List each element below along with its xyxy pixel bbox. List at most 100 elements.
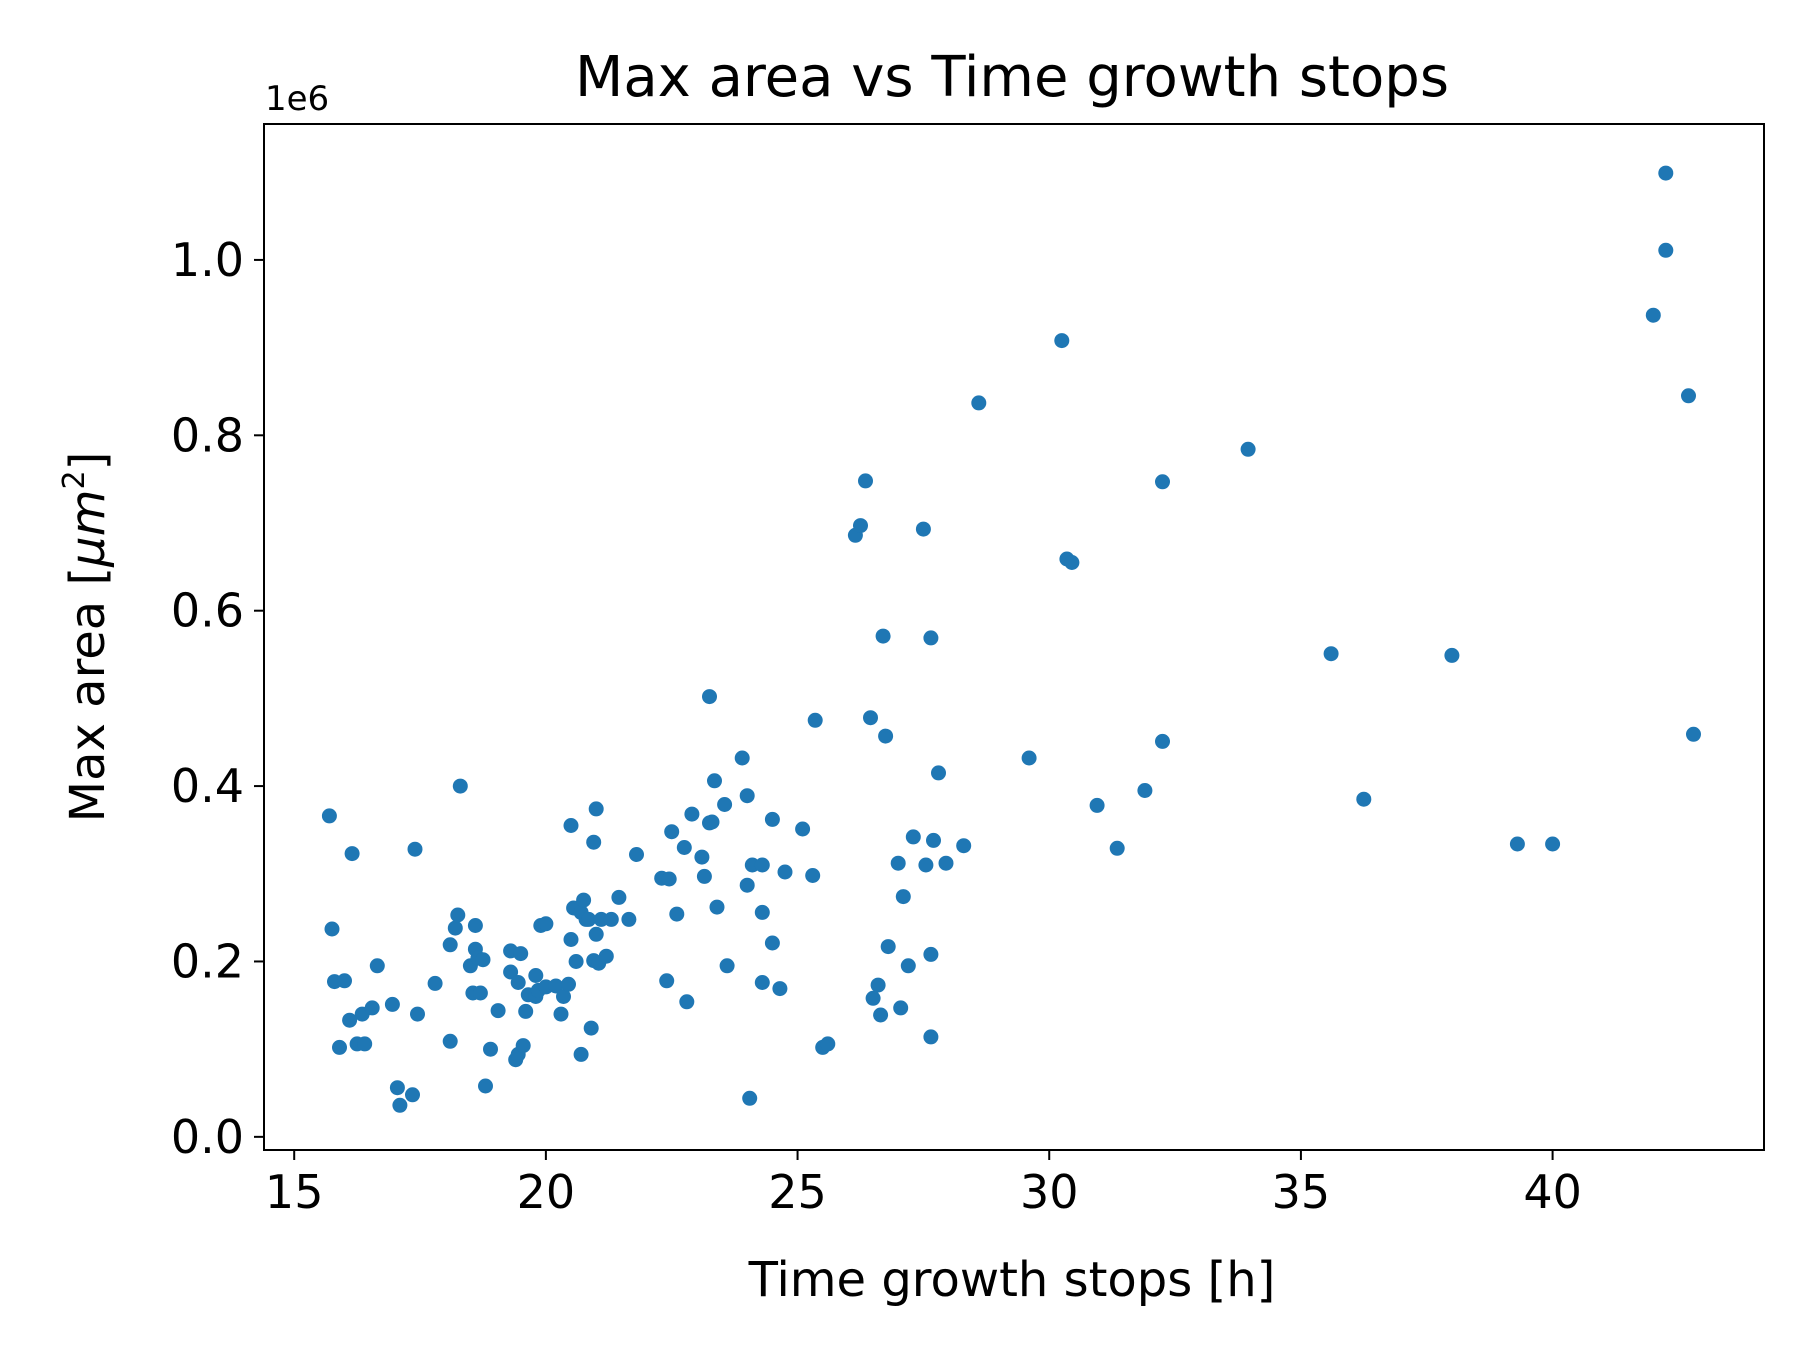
data-point bbox=[405, 1087, 420, 1103]
data-point bbox=[342, 1012, 358, 1028]
data-point bbox=[503, 964, 519, 980]
data-point bbox=[490, 1003, 506, 1019]
data-point bbox=[513, 946, 529, 962]
data-point bbox=[1444, 647, 1460, 663]
x-tick-label: 20 bbox=[517, 1165, 576, 1219]
x-tick-label: 15 bbox=[265, 1165, 324, 1219]
data-point bbox=[931, 765, 946, 781]
y-axis-label-close: ] bbox=[60, 452, 116, 471]
x-tick-label: 35 bbox=[1272, 1165, 1331, 1219]
data-point bbox=[739, 877, 755, 893]
data-point bbox=[1356, 791, 1372, 807]
data-point bbox=[863, 710, 878, 726]
data-point bbox=[734, 750, 750, 766]
y-tick-label: 0.4 bbox=[171, 759, 244, 813]
data-point bbox=[410, 1006, 425, 1022]
data-point bbox=[357, 1036, 373, 1052]
data-point bbox=[742, 1090, 758, 1106]
data-point bbox=[923, 946, 939, 962]
data-point bbox=[873, 1007, 889, 1023]
data-point bbox=[915, 521, 931, 537]
data-point bbox=[875, 628, 891, 644]
data-point bbox=[709, 899, 725, 915]
data-point bbox=[467, 918, 483, 933]
data-point bbox=[1054, 333, 1070, 349]
data-point bbox=[717, 797, 733, 812]
data-point bbox=[754, 857, 770, 873]
data-point bbox=[1064, 555, 1080, 570]
data-point bbox=[442, 1033, 458, 1049]
data-point bbox=[553, 1006, 569, 1022]
data-point bbox=[518, 1003, 534, 1019]
data-point bbox=[807, 712, 823, 728]
data-point bbox=[669, 906, 685, 922]
y-tick-label: 0.0 bbox=[171, 1110, 244, 1164]
data-point bbox=[1658, 242, 1674, 258]
data-point bbox=[1155, 474, 1170, 490]
data-point bbox=[392, 1097, 408, 1113]
data-point bbox=[483, 1041, 498, 1057]
x-tick-label: 40 bbox=[1523, 1165, 1582, 1219]
data-point bbox=[598, 948, 614, 964]
data-point bbox=[1240, 441, 1256, 457]
data-point bbox=[858, 473, 873, 489]
data-point bbox=[676, 840, 692, 855]
x-axis-label: Time growth stops [h] bbox=[748, 1252, 1276, 1308]
data-point bbox=[1021, 750, 1037, 766]
data-point bbox=[900, 958, 916, 974]
data-point bbox=[777, 864, 793, 880]
data-point bbox=[384, 996, 400, 1012]
x-axis: 15 20 25 30 35 40 bbox=[265, 1150, 1582, 1219]
y-axis-label-unit: μm bbox=[60, 490, 116, 568]
data-point bbox=[805, 868, 821, 883]
data-point bbox=[895, 889, 911, 905]
data-point bbox=[1686, 726, 1701, 742]
data-point bbox=[528, 968, 544, 983]
data-point bbox=[684, 806, 700, 822]
data-point bbox=[1681, 388, 1696, 404]
data-point bbox=[603, 911, 619, 927]
data-point bbox=[764, 811, 780, 827]
data-point bbox=[337, 973, 352, 989]
data-point bbox=[344, 846, 360, 862]
data-point bbox=[878, 728, 894, 744]
data-point bbox=[588, 801, 604, 817]
data-point bbox=[893, 1000, 909, 1016]
y-offset-label: 1e6 bbox=[265, 79, 329, 119]
data-point bbox=[364, 1000, 380, 1016]
data-point bbox=[573, 1046, 589, 1062]
data-point bbox=[754, 904, 770, 920]
data-point bbox=[510, 975, 526, 990]
data-point bbox=[853, 518, 868, 534]
data-point bbox=[332, 1039, 347, 1055]
data-point bbox=[661, 871, 677, 887]
data-point bbox=[795, 821, 811, 837]
y-axis-label-main: Max area [ bbox=[60, 567, 116, 823]
y-tick-label: 0.6 bbox=[171, 584, 244, 638]
data-point bbox=[880, 939, 896, 955]
chart-title: Max area vs Time growth stops bbox=[575, 45, 1449, 110]
data-point bbox=[576, 892, 592, 908]
data-point bbox=[1089, 797, 1105, 813]
data-point bbox=[583, 1020, 599, 1036]
data-point bbox=[561, 976, 576, 992]
y-axis: 0.0 0.2 0.4 0.6 0.8 1.0 bbox=[171, 233, 264, 1164]
data-point bbox=[704, 814, 720, 830]
x-tick-label: 30 bbox=[1020, 1165, 1079, 1219]
data-point bbox=[556, 989, 571, 1004]
data-point bbox=[772, 981, 788, 997]
data-point bbox=[324, 921, 340, 937]
data-point bbox=[1137, 783, 1153, 798]
data-point bbox=[702, 689, 717, 705]
data-point bbox=[629, 847, 644, 862]
data-point bbox=[611, 889, 627, 905]
y-axis-label-exponent: 2 bbox=[57, 470, 92, 489]
data-point bbox=[475, 952, 491, 968]
data-point bbox=[515, 1038, 531, 1054]
y-tick-label: 1.0 bbox=[171, 233, 244, 287]
data-point bbox=[389, 1080, 405, 1096]
data-point bbox=[369, 958, 385, 974]
data-point bbox=[905, 829, 921, 845]
points-layer bbox=[321, 165, 1701, 1113]
